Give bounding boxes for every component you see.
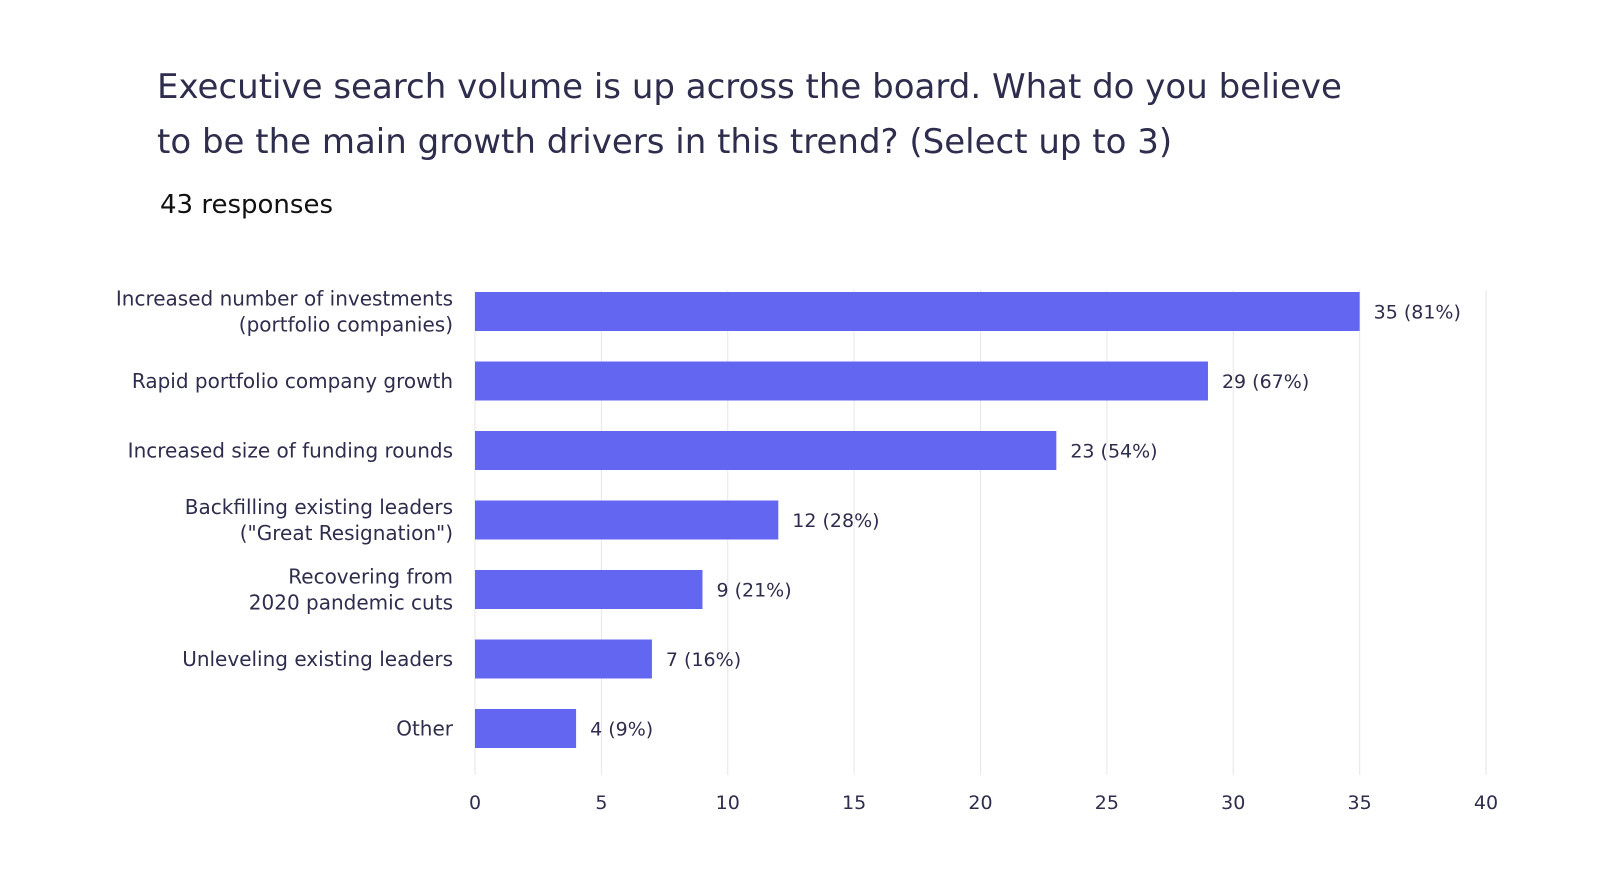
x-tick-label: 30 — [1221, 792, 1245, 814]
x-tick-label: 10 — [716, 792, 740, 814]
response-count: 43 responses — [160, 190, 333, 220]
data-label: 4 (9%) — [590, 719, 653, 741]
category-label-line: Increased number of investments — [116, 287, 453, 311]
chart-title-line-2: to be the main growth drivers in this tr… — [157, 122, 1173, 162]
bar — [475, 570, 703, 609]
x-tick-label: 25 — [1095, 792, 1119, 814]
category-label: Unleveling existing leaders — [182, 647, 453, 671]
category-label: Rapid portfolio company growth — [132, 369, 453, 393]
data-label: 29 (67%) — [1222, 371, 1309, 393]
x-tick-label: 35 — [1348, 792, 1372, 814]
category-label-line: (portfolio companies) — [239, 313, 453, 337]
category-label-line: ("Great Resignation") — [240, 521, 453, 545]
category-label-line: Increased size of funding rounds — [128, 439, 453, 463]
bar — [475, 500, 779, 540]
category-label-line: Other — [396, 717, 454, 741]
category-label-line: 2020 pandemic cuts — [249, 591, 453, 615]
data-label: 23 (54%) — [1070, 441, 1157, 463]
category-label: Recovering from 2020 pandemic cuts — [249, 565, 453, 615]
chart-title-line-1: Executive search volume is up across the… — [157, 67, 1342, 107]
x-tick-label: 15 — [842, 792, 866, 814]
category-label: Increased size of funding rounds — [128, 439, 453, 463]
category-label: Backfilling existing leaders ("Great Resi… — [185, 495, 453, 545]
x-tick-label: 20 — [968, 792, 992, 814]
x-tick-label: 40 — [1474, 792, 1498, 814]
data-label: 9 (21%) — [716, 580, 791, 602]
category-label-line: Unleveling existing leaders — [182, 647, 453, 671]
data-label: 12 (28%) — [792, 510, 879, 532]
bar — [475, 292, 1360, 331]
category-label-line: Rapid portfolio company growth — [132, 369, 453, 393]
bar — [475, 361, 1208, 401]
category-label: Other — [396, 717, 454, 741]
bar — [475, 639, 652, 679]
chart-title: Executive search volume is up across the… — [157, 60, 1407, 170]
data-label: 7 (16%) — [666, 649, 741, 671]
x-tick-label: 0 — [469, 792, 481, 814]
category-label: Increased number of investments (portfoli… — [116, 287, 453, 337]
bar — [475, 431, 1057, 470]
x-tick-label: 5 — [595, 792, 607, 814]
category-label-line: Backfilling existing leaders — [185, 495, 453, 519]
bar — [475, 709, 577, 748]
category-label-line: Recovering from — [288, 565, 453, 589]
data-label: 35 (81%) — [1374, 302, 1461, 324]
